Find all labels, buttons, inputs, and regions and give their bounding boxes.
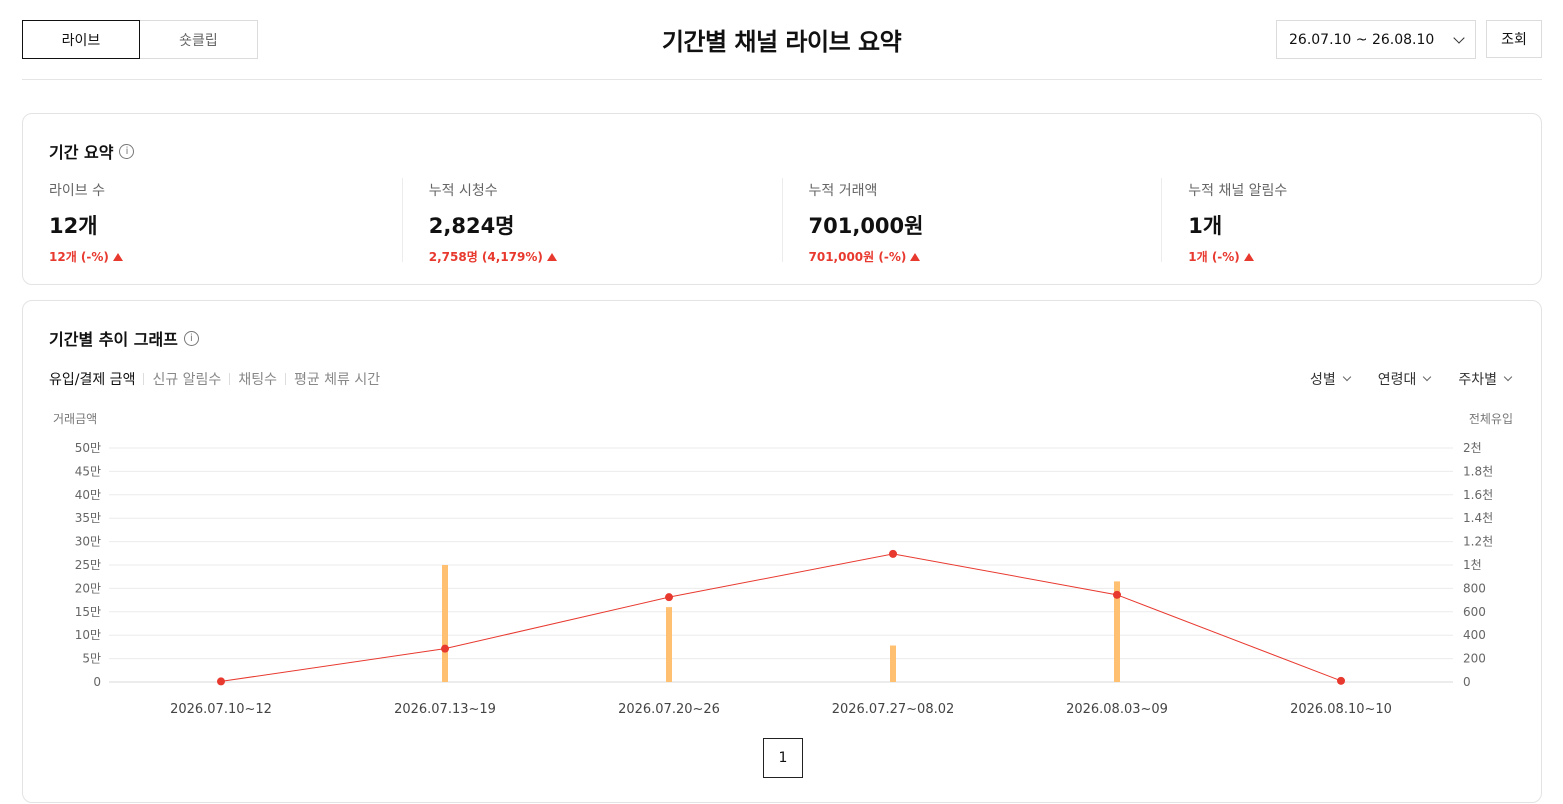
metric-change: 701,000원 (-%) — [809, 248, 1162, 265]
metric-label: 라이브 수 — [49, 183, 105, 199]
metric-label: 누적 시청수 — [428, 183, 498, 199]
right-tick-label: 1천 — [1463, 557, 1482, 572]
graph-metric-tabs: 유입/결제 금액 신규 알림수 채팅수 평균 체류 시간 — [49, 369, 380, 389]
line-point — [217, 677, 225, 686]
bar — [442, 565, 448, 682]
tab-separator — [284, 373, 286, 385]
tab-live[interactable]: 라이브 — [22, 20, 140, 59]
left-tick-label: 20만 — [75, 581, 101, 595]
metric-value: 701,000원 — [808, 214, 924, 238]
right-axis-title: 전체유입 — [1469, 412, 1513, 426]
metric-change-text: 2,758명 (4,179%) — [428, 250, 543, 264]
search-button[interactable]: 조회 — [1486, 20, 1542, 58]
summary-title: 기간 요약 i — [49, 139, 135, 163]
pagination-page-1[interactable]: 1 — [763, 738, 803, 778]
info-icon[interactable]: i — [183, 330, 199, 346]
bar — [890, 645, 896, 682]
content-type-tabs: 라이브 숏클립 — [22, 20, 258, 59]
info-icon[interactable]: i — [119, 143, 135, 159]
right-tick-label: 1.6천 — [1463, 487, 1493, 502]
filter-label: 주차별 — [1458, 372, 1497, 388]
x-tick-label: 2026.08.03~09 — [1066, 702, 1168, 717]
line-point — [1113, 590, 1121, 599]
filter-label: 연령대 — [1377, 372, 1417, 388]
left-tick-label: 45만 — [75, 464, 101, 478]
metric-change-text: 701,000원 (-%) — [808, 250, 907, 264]
x-tick-label: 2026.07.10~12 — [170, 702, 272, 717]
right-tick-label: 800 — [1463, 581, 1486, 595]
x-tick-label: 2026.07.27~08.02 — [832, 702, 955, 717]
summary-metrics: 라이브 수 12개 12개 (-%) 누적 시청수 2,824명 2,758명 … — [23, 178, 1541, 265]
x-tick-label: 2026.08.10~10 — [1290, 702, 1392, 717]
right-tick-label: 400 — [1463, 628, 1486, 642]
triangle-up-icon — [910, 252, 921, 261]
filter-weekly[interactable]: 주차별 — [1458, 369, 1513, 389]
right-tick-label: 200 — [1463, 652, 1486, 666]
metric-change-text: 12개 (-%) — [49, 250, 109, 264]
metric-change-text: 1개 (-%) — [1188, 250, 1240, 264]
line-point — [889, 549, 897, 558]
filter-gender[interactable]: 성별 — [1309, 369, 1351, 389]
series-line — [220, 553, 1342, 682]
trend-chart: 거래금액 전체유입 0 0 5만 200 10만 400 15만 600 20만 800 25만 1천 30… — [53, 412, 1513, 717]
summary-title-text: 기간 요약 — [49, 143, 114, 162]
left-tick-label: 50만 — [75, 441, 101, 455]
tab-shortclip[interactable]: 숏클립 — [140, 20, 258, 59]
summary-card: 기간 요약 i 라이브 수 12개 12개 (-%) 누적 시청수 2,824명… — [22, 113, 1542, 285]
left-axis-title: 거래금액 — [53, 412, 97, 426]
graph-title-text: 기간별 추이 그래프 — [49, 330, 178, 349]
x-tick-label: 2026.07.13~19 — [394, 702, 496, 717]
filter-age[interactable]: 연령대 — [1377, 369, 1432, 389]
metric-change: 1개 (-%) — [1188, 248, 1541, 265]
metric-value: 2,824명 — [428, 214, 515, 238]
left-tick-label: 40만 — [75, 488, 101, 502]
right-tick-label: 1.4천 — [1463, 510, 1493, 525]
right-tick-label: 1.2천 — [1463, 534, 1493, 549]
line-point — [1337, 676, 1345, 685]
triangle-up-icon — [1243, 252, 1254, 261]
bar — [1114, 581, 1120, 682]
left-tick-label: 5만 — [82, 652, 101, 666]
triangle-up-icon — [112, 252, 123, 261]
left-tick-label: 35만 — [75, 511, 101, 525]
metric-sales: 누적 거래액 701,000원 701,000원 (-%) — [781, 178, 1162, 265]
line-point — [441, 644, 449, 653]
metric-live-count: 라이브 수 12개 12개 (-%) — [23, 178, 402, 265]
left-tick-label: 30만 — [75, 535, 101, 549]
line-point — [665, 593, 673, 602]
left-tick-label: 15만 — [75, 605, 101, 619]
right-tick-label: 0 — [1463, 675, 1471, 689]
right-tick-label: 2천 — [1463, 440, 1482, 455]
date-range-value: 26.07.10 ~ 26.08.10 — [1289, 31, 1435, 48]
right-tick-label: 600 — [1463, 605, 1486, 619]
metric-label: 누적 채널 알림수 — [1188, 183, 1288, 199]
tab-chat-count[interactable]: 채팅수 — [238, 372, 277, 388]
bar — [666, 607, 672, 682]
tab-separator — [229, 373, 231, 385]
metric-change: 12개 (-%) — [49, 248, 402, 265]
metric-value: 12개 — [49, 214, 98, 238]
date-range-select[interactable]: 26.07.10 ~ 26.08.10 — [1276, 20, 1476, 59]
left-tick-label: 0 — [93, 675, 101, 689]
graph-title: 기간별 추이 그래프 i — [49, 326, 199, 350]
metric-value: 1개 — [1188, 214, 1223, 238]
metric-change: 2,758명 (4,179%) — [429, 248, 782, 265]
x-tick-label: 2026.07.20~26 — [618, 702, 720, 717]
left-tick-label: 25만 — [75, 558, 101, 572]
metric-notifications: 누적 채널 알림수 1개 1개 (-%) — [1161, 178, 1541, 265]
left-tick-label: 10만 — [75, 628, 101, 642]
tab-avg-stay-time[interactable]: 평균 체류 시간 — [293, 372, 381, 388]
tab-inflow-payment[interactable]: 유입/결제 금액 — [49, 372, 136, 388]
graph-filters: 성별 연령대 주차별 — [1309, 369, 1513, 389]
metric-label: 누적 거래액 — [808, 183, 878, 199]
trend-graph-card: 기간별 추이 그래프 i 유입/결제 금액 신규 알림수 채팅수 평균 체류 시… — [22, 300, 1542, 803]
filter-label: 성별 — [1309, 372, 1336, 388]
right-tick-label: 1.8천 — [1463, 463, 1493, 478]
tab-new-notifications[interactable]: 신규 알림수 — [152, 372, 222, 388]
triangle-up-icon — [546, 252, 557, 261]
header-divider — [22, 79, 1542, 80]
tab-separator — [143, 373, 145, 385]
chevron-down-icon — [1453, 31, 1465, 44]
metric-views: 누적 시청수 2,824명 2,758명 (4,179%) — [401, 178, 782, 265]
